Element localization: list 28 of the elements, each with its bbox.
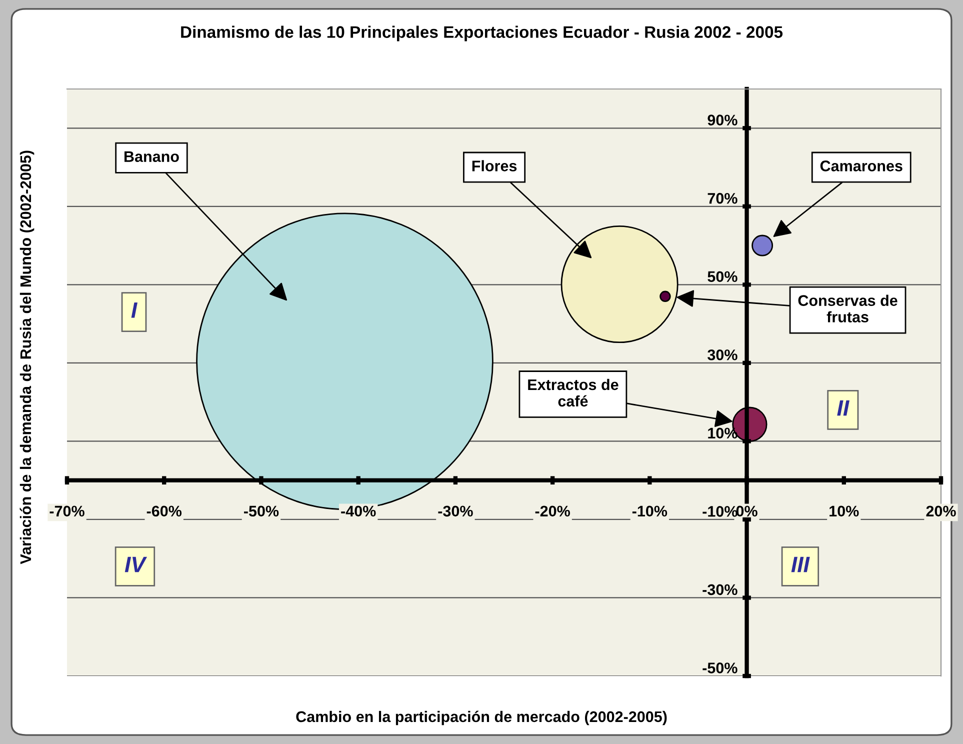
x-tick-label: -10% [632, 506, 668, 517]
y-tick-label: -30% [702, 584, 738, 596]
x-tick-label: 0% [736, 506, 758, 517]
x-tick-label: -40% [341, 506, 376, 517]
chart-title: Dinamismo de las 10 Principales Exportaciones Ecuador - Rusia 2002 - 2005 [181, 26, 783, 42]
annotation: I [131, 302, 138, 318]
x-tick-label: -20% [535, 506, 570, 517]
annotation: II [837, 400, 850, 416]
text: Banano [124, 151, 179, 162]
x-axis-title: Cambio en la participación de mercado (2002-2005) [296, 710, 667, 726]
text: Extractos de café [528, 378, 618, 407]
y-tick-label: 70% [708, 192, 738, 204]
y-axis-title: Variación de la demanda de Rusia del Mundo (2002-2005) [20, 150, 34, 564]
x-tick-label: 10% [830, 506, 859, 517]
y-tick-label: 30% [708, 349, 738, 360]
x-tick-label: -70% [50, 506, 84, 517]
x-tick-label: -60% [146, 506, 182, 517]
x-tick-label: 20% [926, 506, 956, 517]
text: Camarones [820, 160, 902, 172]
annotation: III [791, 556, 810, 572]
y-tick-label: 90% [708, 114, 738, 126]
x-tick-label: -50% [244, 506, 279, 517]
annotation: IV [124, 556, 148, 572]
x-tick-label: -30% [438, 506, 473, 517]
text: Conservas de frutas [798, 294, 898, 322]
text: Flores [472, 160, 517, 172]
y-tick-label: -50% [702, 662, 738, 674]
y-tick-label: 50% [708, 271, 738, 282]
